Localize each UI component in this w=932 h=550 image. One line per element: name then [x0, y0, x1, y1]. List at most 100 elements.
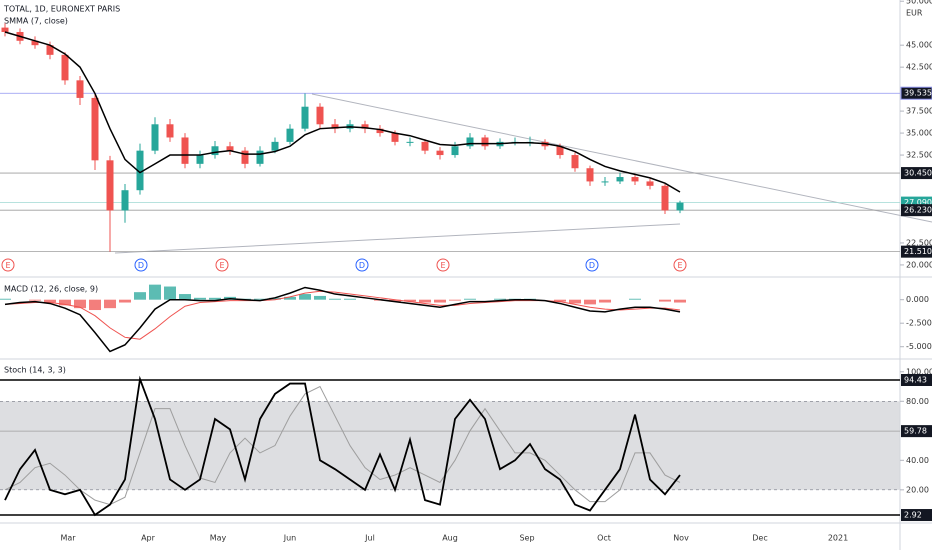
event-label: D [589, 261, 595, 270]
event-label: D [138, 261, 144, 270]
histogram-bar [284, 296, 296, 300]
histogram-bar [584, 299, 596, 305]
candle-body [31, 40, 39, 46]
candle-body [436, 150, 444, 156]
event-marker [215, 258, 229, 272]
histogram-bar [29, 299, 41, 301]
candle-body [166, 124, 174, 138]
histogram-bar [464, 298, 476, 300]
price-badge [901, 509, 932, 522]
y-tick-label: 32.500 [906, 151, 932, 160]
histogram-bar [314, 295, 326, 300]
event-marker [134, 258, 148, 272]
event-marker [673, 258, 687, 272]
candle-body [211, 146, 219, 156]
candle-body [631, 177, 639, 182]
histogram-bar [404, 299, 416, 302]
candle-body [136, 150, 144, 191]
y-tick-label: 45.000 [906, 41, 932, 50]
y-tick-label: 0.000 [906, 295, 929, 304]
price-badge [901, 167, 932, 180]
candle-body [241, 150, 249, 164]
price-badge-label: 39.535 [904, 89, 932, 98]
histogram-bar [149, 284, 161, 300]
histogram-bar [89, 299, 101, 311]
histogram-bar [434, 299, 446, 303]
chart-title: TOTAL, 1D, EURONEXT PARIS [3, 5, 120, 14]
price-badge [901, 204, 932, 217]
price-badge-label: 94.43 [904, 375, 927, 384]
event-marker [585, 258, 599, 272]
y-tick-label: 37.500 [906, 107, 932, 116]
candle-body [256, 150, 264, 164]
stoch-d-line [4, 385, 681, 506]
histogram-bar [419, 299, 431, 303]
y-tick-label: 20.00 [906, 485, 929, 494]
price-badge-label: 30.450 [904, 169, 932, 178]
candle-body [151, 124, 159, 151]
event-label: E [440, 261, 445, 270]
event-label: D [359, 261, 365, 270]
stoch-k-line [4, 375, 681, 517]
trendline [114, 223, 681, 254]
x-tick-label: Jul [364, 534, 375, 543]
candle-body [76, 80, 84, 98]
x-tick-label: Apr [141, 534, 156, 543]
candle-body [421, 141, 429, 151]
candle-body [361, 124, 369, 129]
candle-body [91, 97, 99, 161]
histogram-bar [659, 299, 671, 302]
x-tick-label: Oct [597, 534, 611, 543]
histogram-bar [74, 299, 86, 309]
y-tick-label: -2.500 [906, 319, 932, 328]
candle-body [391, 133, 399, 142]
event-marker [1, 258, 15, 272]
event-marker [436, 258, 450, 272]
candle-body [286, 128, 294, 142]
histogram-bar [59, 299, 71, 306]
histogram-bar [164, 286, 176, 300]
candle-body [646, 181, 654, 186]
price-badge-label: 21.510 [904, 247, 932, 256]
histogram-bar [299, 294, 311, 300]
x-tick-label: May [210, 534, 227, 543]
stoch-title: Stoch (14, 3, 3) [4, 366, 66, 375]
y-tick-label: 42.500 [906, 63, 932, 72]
candle-body [556, 146, 564, 156]
x-tick-label: 2021 [828, 534, 848, 543]
event-label: E [5, 261, 10, 270]
price-badge [901, 425, 932, 438]
histogram-bar [269, 297, 281, 300]
price-badge [901, 245, 932, 258]
candle-body [316, 106, 324, 125]
indicator-title: SMMA (7, close) [4, 17, 68, 26]
price-badge [901, 373, 932, 386]
price-badge-label: 27.090 [904, 198, 932, 207]
candle-body [406, 141, 414, 143]
y-tick-label: 22.500 [906, 238, 932, 247]
candle-body [196, 155, 204, 164]
y-tick-label: 20.000 [906, 260, 932, 269]
x-tick-label: Nov [673, 534, 689, 543]
histogram-bar [674, 299, 686, 303]
histogram-bar [209, 297, 221, 300]
candle-body [46, 45, 54, 55]
candle-body [376, 128, 384, 134]
histogram-bar [449, 299, 461, 301]
price-badge-label: 59.78 [904, 427, 927, 436]
histogram-bar [569, 299, 581, 304]
y-tick-label: -5.000 [906, 342, 932, 351]
histogram-bar [494, 298, 506, 300]
candle-body [106, 160, 114, 211]
histogram-bar [254, 298, 266, 300]
candle-body [121, 190, 129, 211]
candle-body [301, 106, 309, 129]
y-tick-label: 35.000 [906, 129, 932, 138]
x-tick-label: Jun [283, 534, 297, 543]
candle-body [466, 137, 474, 147]
signal-line [4, 290, 681, 340]
candle-body [181, 137, 189, 164]
trendline [311, 93, 932, 223]
event-label: E [219, 261, 224, 270]
